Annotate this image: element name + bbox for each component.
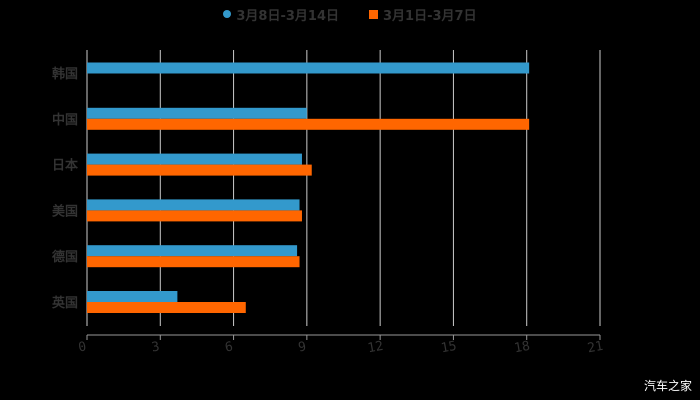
legend-item-week2[interactable]: 3月8日-3月14日 — [223, 4, 339, 24]
bar[interactable] — [87, 210, 302, 222]
bar[interactable] — [87, 291, 178, 302]
bar[interactable] — [87, 302, 246, 313]
watermark: 汽车之家 — [643, 379, 692, 393]
legend-label: 3月8日-3月14日 — [236, 8, 340, 24]
x-tick-label: 15 — [440, 339, 458, 356]
bar[interactable] — [87, 107, 307, 119]
x-axis: 0 3 6 9 12 15 18 21 — [77, 334, 604, 356]
gridlines — [86, 50, 601, 326]
x-tick-label: 0 — [77, 339, 87, 355]
category-label: 韩国 — [52, 66, 78, 82]
category-label: 美国 — [52, 203, 78, 219]
bar[interactable] — [87, 62, 530, 74]
bar[interactable] — [87, 118, 530, 130]
category-label: 日本 — [52, 158, 78, 174]
x-tick-label: 12 — [367, 339, 385, 356]
legend-square-icon — [369, 9, 379, 19]
bar[interactable] — [87, 153, 302, 165]
legend-circle-icon — [223, 10, 232, 18]
legend-label: 3月1日-3月7日 — [383, 8, 477, 24]
legend-item-week1[interactable]: 3月1日-3月7日 — [369, 4, 477, 24]
x-tick-label: 18 — [513, 339, 531, 356]
category-label: 英国 — [51, 295, 78, 311]
x-tick-label: 6 — [224, 339, 234, 355]
category-label: 德国 — [52, 249, 78, 265]
bars — [87, 62, 530, 313]
x-tick-label: 21 — [586, 339, 604, 356]
bar[interactable] — [87, 256, 300, 268]
bar[interactable] — [87, 164, 312, 176]
bar[interactable] — [87, 199, 300, 211]
chart-legend: 3月8日-3月14日 3月1日-3月7日 — [0, 4, 700, 24]
bar[interactable] — [87, 245, 298, 257]
category-label: 中国 — [52, 112, 78, 128]
x-tick-label: 9 — [297, 339, 307, 355]
x-tick-label: 3 — [151, 339, 161, 355]
